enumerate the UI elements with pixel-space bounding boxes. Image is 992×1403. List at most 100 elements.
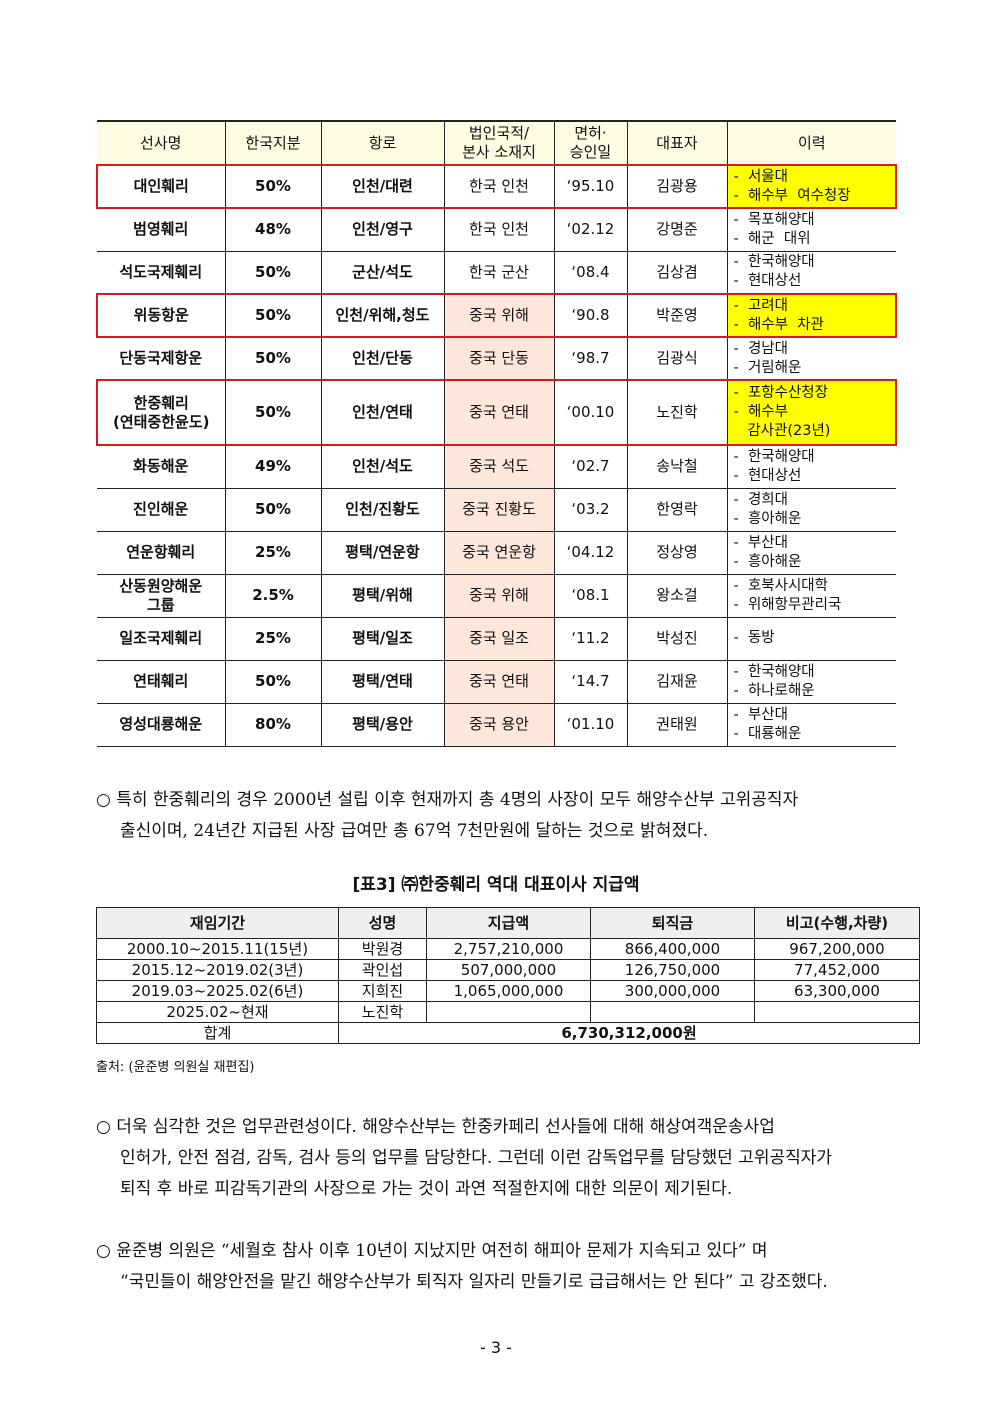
history-item: - 한국해양대: [733, 663, 815, 680]
history-cell: - 한국해양대 - 현대상선: [726, 445, 896, 489]
korea-share-cell: 50%: [224, 293, 321, 338]
license-date-cell: ‘90.8: [553, 293, 627, 338]
license-date-cell: ‘98.7: [553, 337, 627, 381]
headquarters-cell: 중국 연운항: [443, 531, 554, 575]
route-cell: 평택/위해: [320, 574, 444, 618]
history-cell: - 부산대 - 흥아해운: [726, 531, 896, 575]
table-row: 2019.03~2025.02(6년) 지희진 1,065,000,000 300,0…: [96, 980, 920, 1002]
table-row: 2025.02~현재 노진학: [96, 1001, 920, 1023]
table-header-row: 재임기간 성명 지급액 퇴직금 비고(수행,차량): [96, 907, 920, 939]
license-date-cell: ‘11.2: [553, 617, 627, 661]
ceo-cell: 정상영: [626, 531, 727, 575]
license-date-cell: ‘03.2: [553, 488, 627, 532]
license-date-cell: ‘04.12: [553, 531, 627, 575]
company-name-cell: 석도국제훼리: [97, 251, 225, 295]
korea-share-cell: 50%: [224, 164, 321, 209]
korea-share-cell: 50%: [224, 379, 321, 446]
ceo-cell: 김재윤: [626, 660, 727, 704]
korea-share-cell: 80%: [224, 703, 321, 747]
license-date-cell: ‘02.12: [553, 208, 627, 252]
korea-share-cell: 48%: [224, 208, 321, 252]
ceo-cell: 박준영: [626, 293, 727, 338]
route-cell: 평택/연태: [320, 660, 444, 704]
history-item: - 한국해양대: [733, 448, 815, 465]
headquarters-cell: 중국 위해: [443, 574, 554, 618]
severance-cell: 126,750,000: [590, 959, 755, 981]
column-header: 한국지분: [224, 120, 321, 166]
table-row: 영성대룡해운 80% 평택/용안 중국 용안 ‘01.10 권태원 - 부산대 - 대룡해운: [97, 703, 896, 747]
route-cell: 평택/연운항: [320, 531, 444, 575]
korea-share-cell: 50%: [224, 660, 321, 704]
route-cell: 인천/진황도: [320, 488, 444, 532]
name-cell: 노진학: [338, 1001, 427, 1023]
history-item: - 해수부 차관: [733, 316, 824, 333]
headquarters-cell: 한국 인천: [443, 164, 554, 209]
history-cell: - 한국해양대 - 하나로해운: [726, 660, 896, 704]
page-number: - 3 -: [480, 1338, 512, 1357]
paragraph-hanjung-salary: ○ 특히 한중훼리의 경우 2000년 설립 이후 현재까지 총 4명의 사장이…: [96, 785, 906, 847]
company-name-cell: 단동국제항운: [97, 337, 225, 381]
history-item: - 호북사시대학: [733, 577, 829, 594]
korea-share-cell: 25%: [224, 531, 321, 575]
history-item: - 경희대: [733, 491, 788, 508]
history-cell: - 호북사시대학 - 위해항무관리국: [726, 574, 896, 618]
company-name-cell: 진인해운: [97, 488, 225, 532]
route-cell: 평택/용안: [320, 703, 444, 747]
total-value: 6,730,312,000원: [338, 1022, 920, 1044]
name-cell: 지희진: [338, 980, 427, 1002]
note-cell: 967,200,000: [754, 938, 920, 960]
column-header: 재임기간: [96, 907, 339, 939]
route-cell: 인천/영구: [320, 208, 444, 252]
ceo-cell: 왕소걸: [626, 574, 727, 618]
ceo-cell: 김상겸: [626, 251, 727, 295]
korea-share-cell: 49%: [224, 445, 321, 489]
column-header: 법인국적/ 본사 소재지: [443, 120, 554, 166]
column-header: 퇴직금: [590, 907, 755, 939]
company-name-cell: 화동해운: [97, 445, 225, 489]
column-header: 성명: [338, 907, 427, 939]
term-cell: 2015.12~2019.02(3년): [96, 959, 339, 981]
term-cell: 2000.10~2015.11(15년): [96, 938, 339, 960]
headquarters-cell: 한국 군산: [443, 251, 554, 295]
table-header-row: 선사명 한국지분 항로 법인국적/ 본사 소재지 면허· 승인일 대표자 이력: [97, 120, 896, 166]
ceo-cell: 노진학: [626, 379, 727, 446]
history-cell: - 동방: [726, 617, 896, 661]
history-item: - 흥아해운: [733, 510, 802, 527]
history-cell: - 목포해양대 - 해군 대위: [726, 208, 896, 252]
history-item: - 거림해운: [733, 359, 802, 376]
table-row: 일조국제훼리 25% 평택/일조 중국 일조 ‘11.2 박성진 - 동방: [97, 617, 896, 661]
table-row: 범영훼리 48% 인천/영구 한국 인천 ‘02.12 강명준 - 목포해양대 - 해군 대위: [97, 208, 896, 252]
history-cell: - 포항수산청장 - 해수부 감사관(23년): [726, 379, 897, 446]
history-cell: - 고려대 - 해수부 차관: [726, 293, 897, 338]
history-cell: - 한국해양대 - 현대상선: [726, 251, 896, 295]
headquarters-cell: 한국 인천: [443, 208, 554, 252]
history-item: - 포항수산청장: [733, 385, 829, 401]
korea-share-cell: 25%: [224, 617, 321, 661]
korea-share-cell: 50%: [224, 337, 321, 381]
ceo-payment-table: 재임기간 성명 지급액 퇴직금 비고(수행,차량) 2000.10~2015.11(15…: [96, 907, 920, 1044]
license-date-cell: ‘08.4: [553, 251, 627, 295]
company-name-cell: 대인훼리: [96, 164, 225, 209]
table-row: 2000.10~2015.11(15년) 박원경 2,757,210,000 866,…: [96, 938, 920, 960]
severance-cell: 300,000,000: [590, 980, 755, 1002]
headquarters-cell: 중국 단동: [443, 337, 554, 381]
column-header: 대표자: [626, 120, 727, 166]
ceo-cell: 송낙철: [626, 445, 727, 489]
table-row: 석도국제훼리 50% 군산/석도 한국 군산 ‘08.4 김상겸 - 한국해양대 - 현대상선: [97, 251, 896, 295]
history-item: - 부산대: [733, 706, 788, 723]
paragraph-line: ○ 더욱 심각한 것은 업무관련성이다. 해양수산부는 한중카페리 선사들에 대…: [96, 1117, 775, 1137]
license-date-cell: ‘08.1: [553, 574, 627, 618]
history-item: - 현대상선: [733, 467, 802, 484]
route-cell: 인천/연태: [320, 379, 444, 446]
history-item: - 위해항무관리국: [733, 596, 842, 613]
korea-share-cell: 50%: [224, 251, 321, 295]
table-row: 진인해운 50% 인천/진황도 중국 진황도 ‘03.2 한영락 - 경희대 - 흥아해운: [97, 488, 896, 532]
table-row: 연운항훼리 25% 평택/연운항 중국 연운항 ‘04.12 정상영 - 부산대 - 흥아해운: [97, 531, 896, 575]
company-name-cell: 범영훼리: [97, 208, 225, 252]
paragraph-work-relevance: ○ 더욱 심각한 것은 업무관련성이다. 해양수산부는 한중카페리 선사들에 대…: [96, 1112, 906, 1205]
ceo-cell: 김광식: [626, 337, 727, 381]
payment-cell: [426, 1001, 591, 1023]
term-cell: 2025.02~현재: [96, 1001, 339, 1023]
history-cell: - 서울대 - 해수부 여수청장: [726, 164, 897, 209]
